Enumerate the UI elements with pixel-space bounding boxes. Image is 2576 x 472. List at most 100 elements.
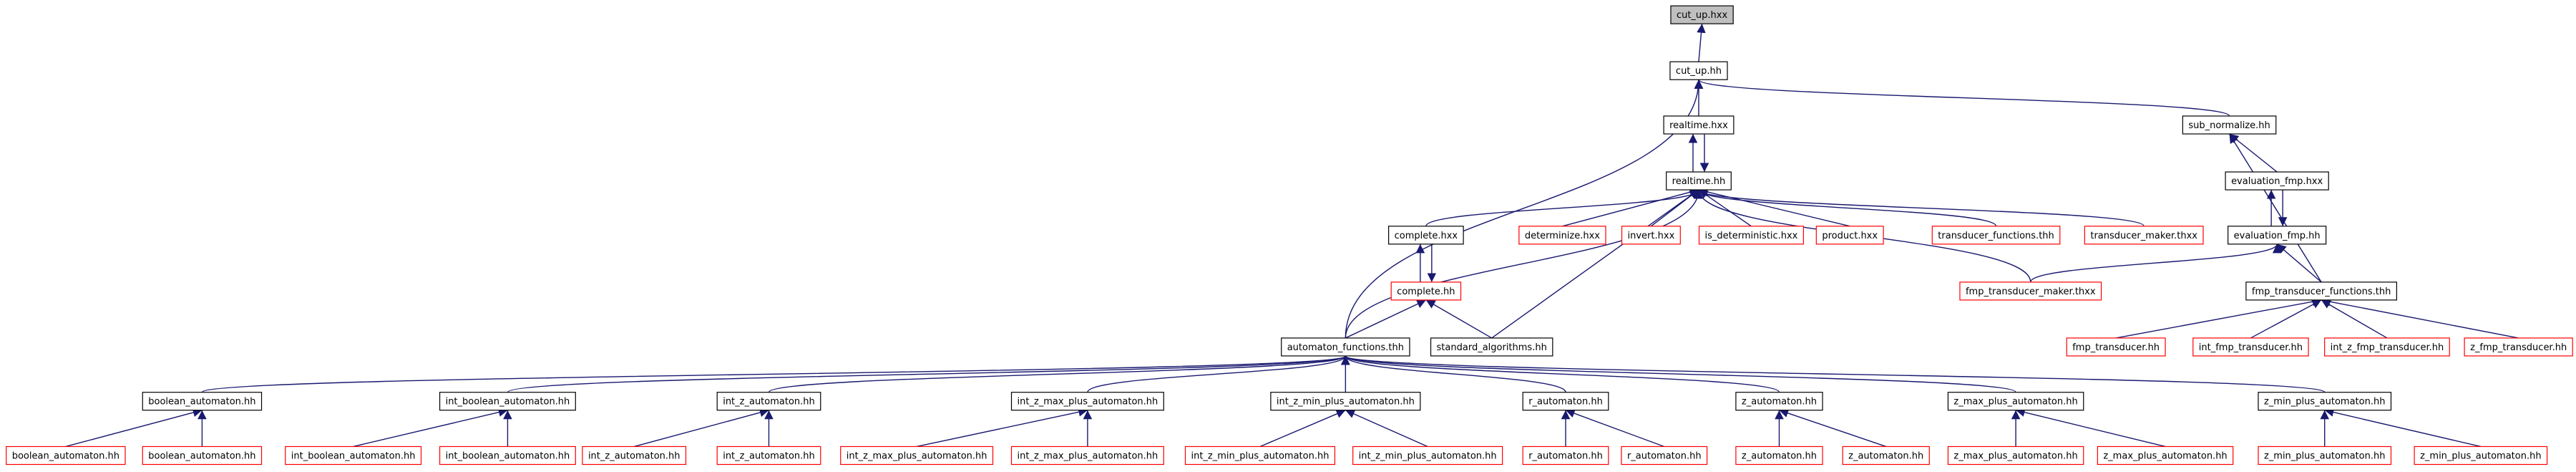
node[interactable]: boolean_automaton.hh: [142, 445, 263, 466]
node-box: [1184, 445, 1336, 466]
node[interactable]: int_boolean_automaton.hh: [439, 392, 576, 411]
node[interactable]: determinize.hxx: [1518, 226, 1606, 245]
node-label: int_boolean_automaton.hh: [446, 451, 570, 461]
node-label: z_max_plus_automaton.hh: [2103, 451, 2227, 461]
node[interactable]: z_max_plus_automaton.hh: [1947, 392, 2084, 411]
node[interactable]: int_z_max_plus_automaton.hh: [1010, 392, 1164, 411]
node[interactable]: r_automaton.hh: [1522, 445, 1609, 466]
node[interactable]: z_max_plus_automaton.hh: [2097, 445, 2234, 466]
node-label: r_automaton.hh: [1528, 397, 1603, 408]
node[interactable]: int_z_automaton.hh: [716, 392, 821, 411]
node[interactable]: cut_up.hh: [1669, 61, 1728, 80]
node-label: int_boolean_automaton.hh: [446, 397, 570, 408]
node[interactable]: z_min_plus_automaton.hh: [2258, 445, 2392, 466]
node-label: is_deterministic.hxx: [1705, 231, 1798, 241]
node[interactable]: realtime.hh: [1666, 171, 1732, 191]
node[interactable]: r_automaton.hh: [1621, 445, 1708, 466]
node-label: z_min_plus_automaton.hh: [2264, 397, 2386, 408]
node-label: evaluation_fmp.hxx: [2231, 176, 2323, 187]
node[interactable]: int_z_min_plus_automaton.hh: [1184, 445, 1336, 466]
node[interactable]: z_automaton.hh: [1735, 445, 1823, 466]
node[interactable]: int_z_min_plus_automaton.hh: [1270, 392, 1421, 411]
node[interactable]: evaluation_fmp.hh: [2228, 226, 2327, 245]
node[interactable]: boolean_automaton.hh: [6, 445, 126, 466]
node[interactable]: z_fmp_transducer.hh: [2464, 337, 2573, 357]
node[interactable]: realtime.hxx: [1663, 115, 1735, 135]
node-box: [1735, 392, 1823, 411]
node-label: boolean_automaton.hh: [148, 451, 255, 461]
node-box: [1663, 115, 1735, 135]
node[interactable]: int_z_fmp_transducer.hh: [2324, 337, 2450, 357]
node-box: [1522, 445, 1609, 466]
node-box: [2464, 337, 2573, 357]
node-label: z_max_plus_automaton.hh: [1953, 397, 2077, 408]
node-label: fmp_transducer_functions.thh: [2252, 286, 2391, 297]
node-label: standard_algorithms.hh: [1437, 342, 1547, 353]
node[interactable]: z_min_plus_automaton.hh: [2258, 392, 2392, 411]
node[interactable]: complete.hh: [1390, 281, 1462, 301]
node-label: invert.hxx: [1628, 231, 1675, 241]
node[interactable]: sub_normalize.hh: [2182, 115, 2277, 135]
edge: [2030, 244, 2282, 283]
node-label: transducer_maker.thxx: [2090, 231, 2197, 241]
node-box: [1959, 281, 2102, 301]
node-label: fmp_transducer_maker.thxx: [1966, 286, 2096, 297]
node[interactable]: fmp_transducer.hh: [2066, 337, 2166, 357]
node[interactable]: int_boolean_automaton.hh: [439, 445, 576, 466]
node-label: int_z_min_plus_automaton.hh: [1277, 397, 1415, 408]
edge: [1259, 409, 1346, 448]
node[interactable]: int_fmp_transducer.hh: [2192, 337, 2309, 357]
node-box: [439, 445, 576, 466]
node[interactable]: invert.hxx: [1621, 226, 1681, 245]
node-label: int_boolean_automaton.hh: [291, 451, 416, 461]
node[interactable]: cut_up.hxx: [1670, 5, 1734, 24]
node[interactable]: r_automaton.hh: [1522, 392, 1609, 411]
node-label: sub_normalize.hh: [2188, 120, 2270, 131]
edge: [1562, 188, 1699, 227]
edge: [2229, 133, 2278, 173]
node[interactable]: is_deterministic.hxx: [1698, 226, 1804, 245]
node[interactable]: transducer_maker.thxx: [2084, 226, 2204, 245]
node[interactable]: int_z_automaton.hh: [582, 445, 687, 466]
node[interactable]: complete.hxx: [1388, 226, 1464, 245]
node-box: [1388, 226, 1464, 245]
node[interactable]: boolean_automaton.hh: [142, 392, 263, 411]
node[interactable]: standard_algorithms.hh: [1430, 337, 1553, 357]
node[interactable]: transducer_functions.thh: [1931, 226, 2061, 245]
node[interactable]: product.hxx: [1815, 226, 1884, 245]
node-box: [1522, 392, 1609, 411]
node[interactable]: fmp_transducer_functions.thh: [2245, 281, 2397, 301]
node-label: z_min_plus_automaton.hh: [2420, 451, 2542, 461]
node-box: [1010, 392, 1164, 411]
node[interactable]: int_z_automaton.hh: [716, 445, 821, 466]
node[interactable]: int_boolean_automaton.hh: [285, 445, 422, 466]
node[interactable]: evaluation_fmp.hxx: [2225, 171, 2329, 191]
node-box: [840, 445, 994, 466]
edge: [1779, 408, 1886, 448]
edge: [1565, 409, 1665, 448]
node-box: [1010, 445, 1164, 466]
node-box: [1698, 226, 1804, 245]
edge: [1425, 299, 1493, 339]
node[interactable]: z_automaton.hh: [1842, 445, 1930, 466]
node[interactable]: z_min_plus_automaton.hh: [2414, 445, 2548, 466]
node[interactable]: z_automaton.hh: [1735, 392, 1823, 411]
node[interactable]: int_z_max_plus_automaton.hh: [840, 445, 994, 466]
edge: [1694, 189, 2145, 227]
node[interactable]: int_z_max_plus_automaton.hh: [1010, 445, 1164, 466]
node[interactable]: automaton_functions.thh: [1281, 337, 1410, 357]
node[interactable]: int_z_min_plus_automaton.hh: [1352, 445, 1503, 466]
node-box: [1947, 392, 2084, 411]
node-box: [2192, 337, 2309, 357]
node[interactable]: fmp_transducer_maker.thxx: [1959, 281, 2102, 301]
node[interactable]: z_max_plus_automaton.hh: [1947, 445, 2084, 466]
node-label: int_z_fmp_transducer.hh: [2331, 342, 2444, 353]
node-label: fmp_transducer.hh: [2072, 342, 2160, 353]
node-box: [2414, 445, 2548, 466]
edge: [1345, 190, 1704, 338]
node-box: [1670, 5, 1734, 24]
edge: [507, 355, 1350, 393]
node-label: z_fmp_transducer.hh: [2470, 342, 2567, 353]
